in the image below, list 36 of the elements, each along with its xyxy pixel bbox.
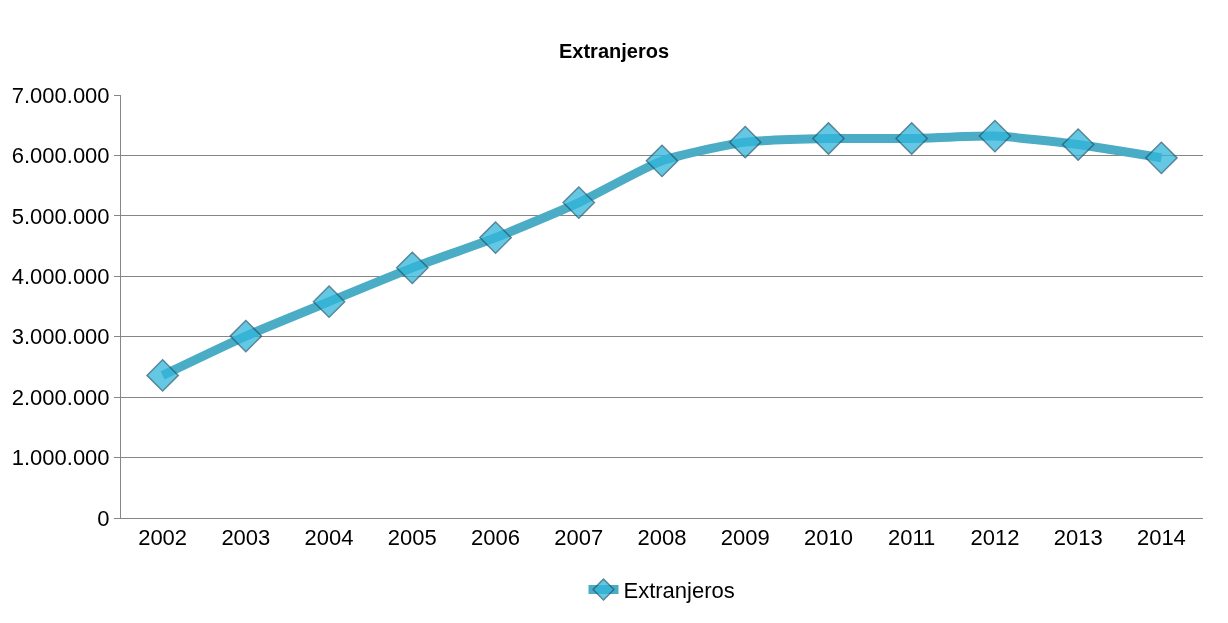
x-tick-label: 2005 <box>387 525 437 551</box>
chart-title: Extranjeros <box>558 39 670 62</box>
y-tick-label: 5.000.000 <box>11 203 110 229</box>
x-tick-label: 2003 <box>221 525 271 551</box>
x-tick-label: 2002 <box>138 525 188 551</box>
point <box>479 221 512 254</box>
point <box>395 251 429 285</box>
y-tick-label: 1.000.000 <box>11 445 110 471</box>
point <box>562 186 596 219</box>
legend-label: Extranjeros <box>623 578 735 604</box>
point <box>645 144 679 178</box>
point <box>229 319 263 353</box>
y-tick-label: 4.000.000 <box>11 263 110 289</box>
x-tick-label: 2011 <box>888 525 936 551</box>
point <box>1145 141 1178 175</box>
point <box>895 122 929 155</box>
y-tick-label: 0 <box>97 505 110 531</box>
x-tick-label: 2012 <box>970 525 1020 551</box>
x-tick-label: 2010 <box>803 525 853 551</box>
point <box>312 285 346 319</box>
y-tick-label: 7.000.000 <box>11 82 110 108</box>
x-tick-label: 2007 <box>554 525 604 551</box>
y-tick-label: 2.000.000 <box>11 384 110 410</box>
point <box>978 119 1012 153</box>
point <box>1061 128 1095 161</box>
point <box>146 359 179 392</box>
y-tick-label: 3.000.000 <box>11 324 110 350</box>
y-tick-label: 6.000.000 <box>11 143 110 169</box>
x-tick-label: 2004 <box>304 525 354 551</box>
point <box>812 122 845 155</box>
x-tick-label: 2013 <box>1053 525 1103 551</box>
x-tick-label: 2009 <box>720 525 770 551</box>
x-tick-label: 2014 <box>1136 525 1186 551</box>
x-tick-label: 2008 <box>637 525 687 551</box>
point <box>728 125 762 159</box>
x-tick-label: 2006 <box>471 525 521 551</box>
